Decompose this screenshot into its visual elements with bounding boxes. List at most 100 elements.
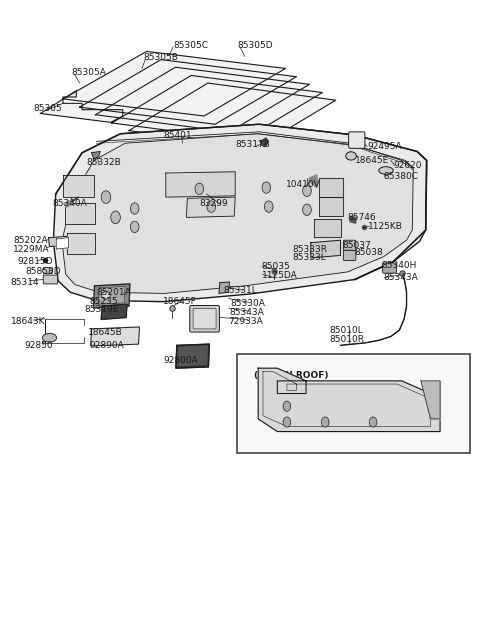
Polygon shape bbox=[101, 304, 127, 319]
Polygon shape bbox=[186, 197, 235, 217]
Text: 85037: 85037 bbox=[342, 241, 371, 250]
Circle shape bbox=[195, 183, 204, 194]
FancyBboxPatch shape bbox=[237, 354, 470, 453]
Polygon shape bbox=[310, 175, 318, 187]
FancyBboxPatch shape bbox=[348, 132, 365, 149]
Text: 85235: 85235 bbox=[90, 297, 119, 305]
Polygon shape bbox=[65, 203, 95, 224]
Text: 18645E: 18645E bbox=[355, 156, 389, 165]
Polygon shape bbox=[166, 172, 235, 197]
FancyBboxPatch shape bbox=[193, 309, 216, 329]
Text: 85010R: 85010R bbox=[329, 335, 364, 344]
Polygon shape bbox=[319, 178, 343, 197]
Text: 85340H: 85340H bbox=[382, 261, 417, 270]
Text: 85746: 85746 bbox=[347, 213, 376, 222]
Text: 85305C: 85305C bbox=[173, 41, 208, 50]
Polygon shape bbox=[80, 60, 297, 124]
Text: 85330A: 85330A bbox=[230, 299, 265, 308]
Circle shape bbox=[283, 401, 291, 411]
FancyBboxPatch shape bbox=[190, 305, 219, 332]
Text: 83299: 83299 bbox=[200, 199, 228, 208]
Text: 85343A: 85343A bbox=[384, 273, 419, 282]
Polygon shape bbox=[129, 83, 336, 148]
Text: 85305A: 85305A bbox=[72, 69, 107, 77]
Circle shape bbox=[264, 201, 273, 212]
Polygon shape bbox=[421, 381, 440, 419]
FancyBboxPatch shape bbox=[343, 250, 356, 260]
Text: 18645B: 18645B bbox=[88, 328, 122, 337]
Polygon shape bbox=[314, 219, 340, 237]
Polygon shape bbox=[98, 286, 125, 304]
Polygon shape bbox=[350, 216, 356, 223]
Text: 85343A: 85343A bbox=[229, 308, 264, 317]
Ellipse shape bbox=[42, 267, 53, 274]
Text: 85858D: 85858D bbox=[25, 267, 61, 276]
Polygon shape bbox=[62, 134, 413, 293]
Polygon shape bbox=[64, 200, 72, 207]
Circle shape bbox=[131, 221, 139, 232]
Polygon shape bbox=[92, 152, 100, 159]
Text: 92620: 92620 bbox=[393, 161, 421, 170]
Text: 85401: 85401 bbox=[354, 406, 383, 415]
Text: 85332B: 85332B bbox=[86, 157, 120, 167]
Text: 1125DA: 1125DA bbox=[262, 271, 297, 280]
Polygon shape bbox=[63, 51, 286, 116]
Text: 85314: 85314 bbox=[10, 277, 39, 286]
Circle shape bbox=[262, 182, 271, 193]
Text: 85305D: 85305D bbox=[238, 41, 273, 50]
Circle shape bbox=[303, 185, 312, 196]
Text: 85202A: 85202A bbox=[13, 236, 48, 244]
FancyBboxPatch shape bbox=[43, 275, 58, 284]
Text: 18643K: 18643K bbox=[11, 317, 46, 326]
Text: 10410V: 10410V bbox=[286, 180, 321, 189]
Text: 85333R: 85333R bbox=[293, 244, 328, 253]
Circle shape bbox=[131, 203, 139, 214]
Circle shape bbox=[111, 211, 120, 224]
Text: 85305: 85305 bbox=[33, 104, 62, 113]
Ellipse shape bbox=[379, 167, 393, 174]
Polygon shape bbox=[176, 344, 209, 368]
Text: (W/SUN ROOF): (W/SUN ROOF) bbox=[254, 371, 329, 380]
Text: 85401: 85401 bbox=[163, 131, 192, 140]
Text: 85010L: 85010L bbox=[329, 326, 363, 335]
Text: 85333L: 85333L bbox=[293, 253, 326, 262]
Polygon shape bbox=[48, 236, 68, 246]
Polygon shape bbox=[40, 91, 123, 123]
Polygon shape bbox=[112, 76, 323, 140]
Text: 92850: 92850 bbox=[24, 341, 53, 350]
Text: 85035: 85035 bbox=[262, 262, 290, 271]
Polygon shape bbox=[67, 233, 96, 253]
Polygon shape bbox=[258, 368, 440, 432]
Text: 1229MA: 1229MA bbox=[13, 244, 50, 253]
Text: 18645F: 18645F bbox=[163, 297, 197, 305]
Text: 85401: 85401 bbox=[344, 404, 373, 413]
Polygon shape bbox=[96, 67, 310, 132]
Circle shape bbox=[207, 201, 216, 212]
Polygon shape bbox=[56, 237, 69, 249]
Text: 92890A: 92890A bbox=[89, 341, 124, 350]
Polygon shape bbox=[311, 240, 340, 258]
Text: 85038: 85038 bbox=[354, 248, 383, 257]
Circle shape bbox=[369, 417, 377, 427]
Polygon shape bbox=[319, 197, 343, 216]
Polygon shape bbox=[260, 138, 268, 147]
Polygon shape bbox=[94, 284, 130, 308]
Text: 85319E: 85319E bbox=[84, 305, 119, 314]
Ellipse shape bbox=[102, 291, 110, 299]
FancyBboxPatch shape bbox=[383, 263, 396, 273]
FancyBboxPatch shape bbox=[343, 240, 356, 250]
Polygon shape bbox=[53, 124, 427, 302]
Text: 85331L: 85331L bbox=[224, 286, 257, 295]
Polygon shape bbox=[91, 327, 140, 346]
Circle shape bbox=[322, 417, 329, 427]
Text: 92800A: 92800A bbox=[163, 356, 198, 365]
Ellipse shape bbox=[42, 333, 57, 342]
Circle shape bbox=[303, 204, 312, 215]
Text: 72933A: 72933A bbox=[228, 317, 263, 326]
Circle shape bbox=[283, 417, 291, 427]
Text: 85380C: 85380C bbox=[384, 171, 419, 181]
Polygon shape bbox=[219, 282, 229, 293]
Text: 85340A: 85340A bbox=[52, 199, 87, 208]
Text: 1125KB: 1125KB bbox=[368, 222, 403, 231]
Text: 85305B: 85305B bbox=[144, 53, 178, 62]
